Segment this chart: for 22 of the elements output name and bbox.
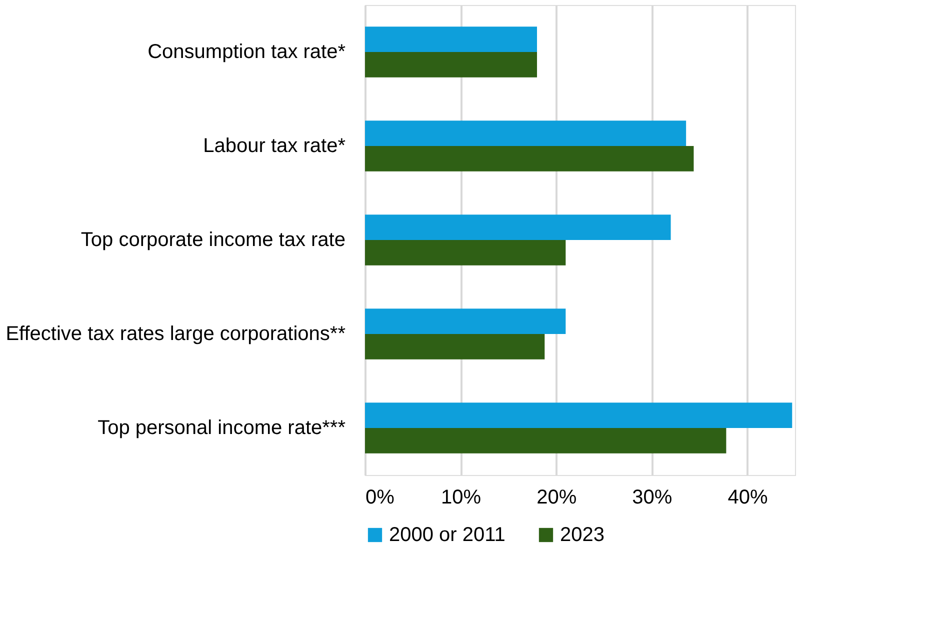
bar — [365, 402, 792, 428]
x-tick-label: 40% — [728, 486, 768, 508]
bar — [365, 214, 671, 240]
bar — [365, 428, 726, 454]
y-tick-label: Effective tax rates large corporations** — [6, 323, 346, 345]
bar — [365, 52, 537, 78]
y-tick-label: Top personal income rate*** — [98, 417, 346, 439]
y-tick-label: Consumption tax rate* — [148, 41, 346, 63]
x-tick-label: 30% — [632, 486, 672, 508]
bar — [365, 120, 686, 146]
bar — [365, 308, 566, 334]
legend-label: 2023 — [560, 524, 604, 546]
bar — [365, 26, 537, 52]
bar — [365, 334, 545, 360]
bar — [365, 240, 566, 266]
x-tick-label: 10% — [441, 486, 482, 508]
bar — [365, 146, 694, 172]
legend-label: 2000 or 2011 — [389, 524, 506, 546]
x-tick-label: 0% — [366, 486, 395, 508]
y-tick-label: Top corporate income tax rate — [80, 229, 346, 251]
x-tick-label: 20% — [536, 486, 577, 508]
y-tick-label: Labour tax rate* — [203, 135, 346, 157]
